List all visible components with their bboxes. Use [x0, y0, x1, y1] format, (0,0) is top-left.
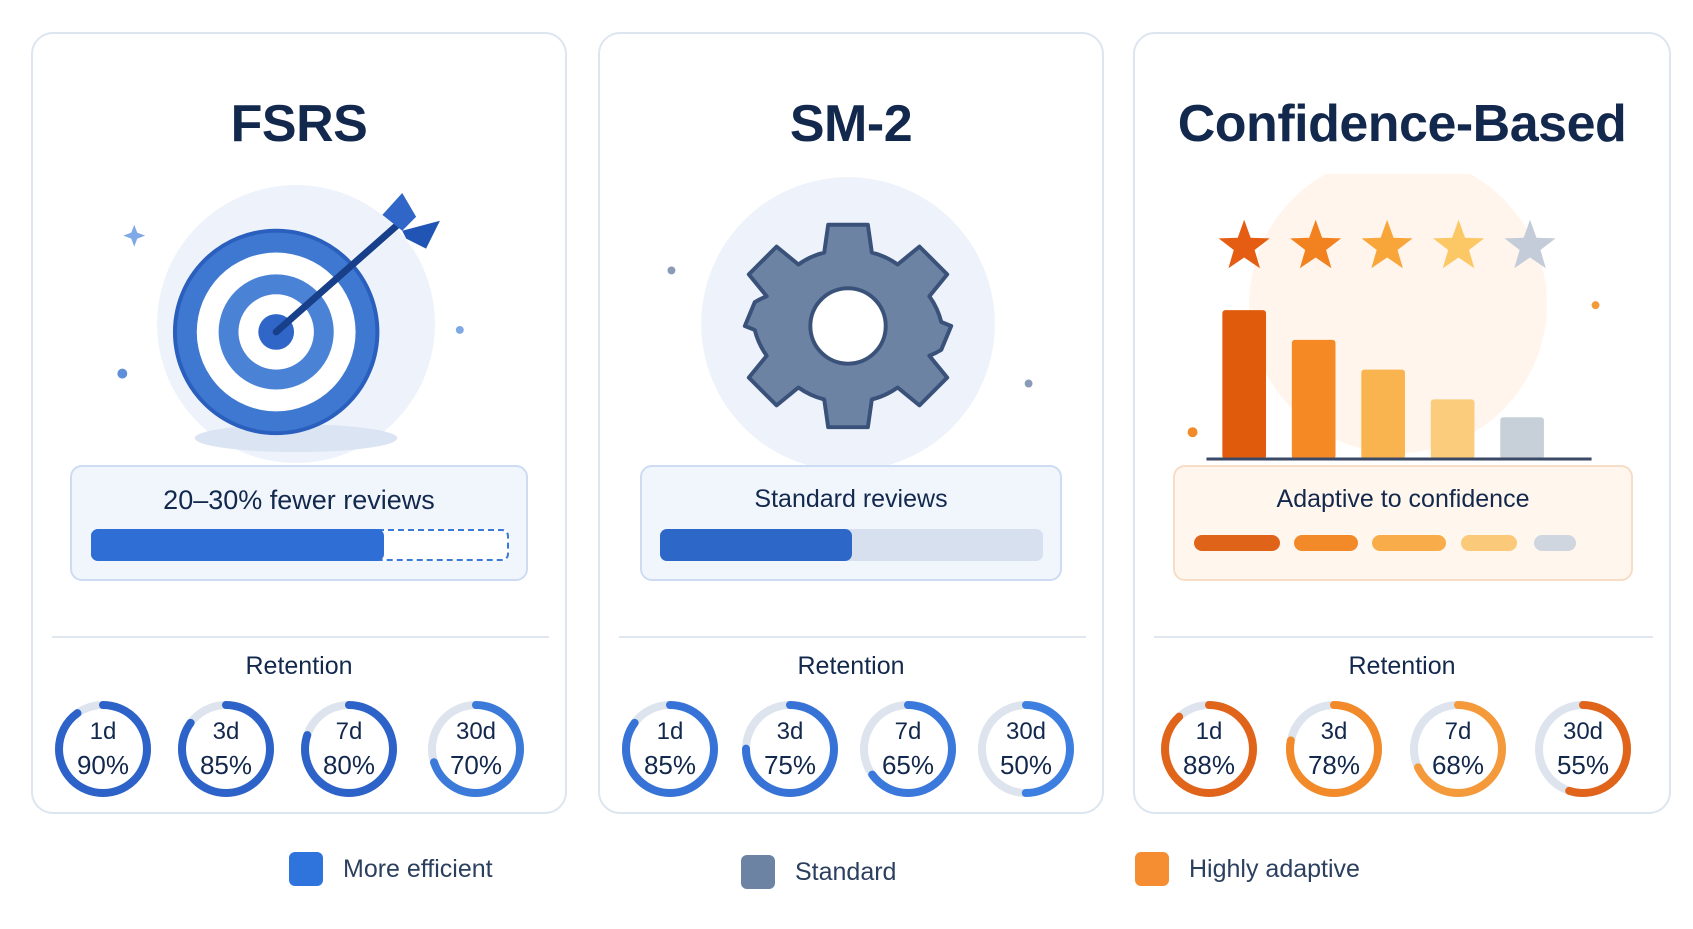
legend-swatch	[741, 855, 775, 889]
ring-day-label: 3d	[212, 718, 240, 745]
legend-swatch	[1135, 852, 1169, 886]
confidence-pill	[1194, 535, 1280, 551]
retention-ring: 1d 85%	[620, 694, 720, 804]
confidence-bar	[1222, 310, 1267, 459]
ring-percent-label: 80%	[322, 750, 376, 780]
ring-percent-label: 88%	[1182, 750, 1236, 780]
retention-label-sm2: Retention	[797, 652, 905, 680]
confidence-bar	[1500, 417, 1544, 459]
ring-percent-label: 65%	[881, 750, 935, 780]
legend-label: Standard	[795, 858, 897, 886]
ring-day-label: 30d	[455, 718, 497, 745]
card-title-fsrs: FSRS	[230, 95, 368, 153]
summary-label-sm2: Standard reviews	[754, 485, 948, 513]
legend-swatch	[289, 852, 323, 886]
retention-ring: 30d 50%	[976, 694, 1076, 804]
star-icon	[1218, 219, 1270, 269]
star-icon	[1290, 219, 1342, 269]
summary-label-confidence: Adaptive to confidence	[1276, 485, 1530, 513]
star-rating-chart-icon	[1187, 174, 1600, 461]
ring-percent-label: 90%	[76, 750, 130, 780]
ring-percent-label: 50%	[999, 750, 1053, 780]
ring-day-label: 3d	[776, 718, 804, 745]
ring-day-label: 30d	[1005, 718, 1047, 745]
star-icon	[1433, 219, 1485, 269]
ring-percent-label: 70%	[449, 750, 503, 780]
star-icon	[1504, 219, 1556, 269]
retention-ring: 3d 78%	[1284, 694, 1384, 804]
ring-day-label: 1d	[89, 718, 117, 745]
target-icon	[117, 185, 464, 463]
fsrs-card: FSRS 20–30% fewer reviews Retention 1d 9…	[31, 32, 567, 814]
retention-ring: 1d 88%	[1159, 694, 1259, 804]
retention-ring: 7d 65%	[858, 694, 958, 804]
sm2-card: SM-2 Standard reviews Retention 1d 85% 3…	[598, 32, 1104, 814]
retention-ring: 30d 70%	[426, 694, 526, 804]
ring-day-label: 7d	[335, 718, 363, 745]
summary-box-confidence: Adaptive to confidence	[1173, 465, 1633, 581]
review-bar-fill-sm2	[660, 529, 852, 561]
card-title-sm2: SM-2	[789, 95, 913, 153]
summary-box-fsrs: 20–30% fewer reviews	[70, 465, 528, 581]
legend-label: More efficient	[343, 855, 493, 883]
confidence-pill	[1294, 535, 1358, 551]
ring-day-label: 30d	[1562, 718, 1604, 745]
ring-day-label: 7d	[1444, 718, 1472, 745]
confidence-stars	[1218, 219, 1556, 269]
legend-label: Highly adaptive	[1189, 855, 1360, 883]
confidence-pill	[1372, 535, 1446, 551]
review-bar-fsrs	[91, 529, 509, 561]
retention-label-fsrs: Retention	[245, 652, 353, 680]
confidence-card: Confidence-Based Adaptive to confidence …	[1133, 32, 1671, 814]
ring-percent-label: 85%	[643, 750, 697, 780]
card-title-confidence: Confidence-Based	[1177, 95, 1627, 153]
confidence-pill	[1461, 535, 1517, 551]
retention-ring: 7d 80%	[299, 694, 399, 804]
confidence-pills	[1194, 535, 1614, 555]
summary-box-sm2: Standard reviews	[640, 465, 1062, 581]
confidence-bar	[1430, 399, 1475, 459]
ring-day-label: 1d	[1195, 718, 1223, 745]
confidence-bars	[1222, 310, 1544, 459]
ring-day-label: 7d	[894, 718, 922, 745]
review-bar-fill-fsrs	[91, 529, 384, 561]
ring-day-label: 3d	[1320, 718, 1348, 745]
retention-ring: 30d 55%	[1533, 694, 1633, 804]
ring-day-label: 1d	[656, 718, 684, 745]
ring-percent-label: 75%	[763, 750, 817, 780]
retention-ring: 3d 85%	[176, 694, 276, 804]
confidence-bar	[1361, 369, 1405, 459]
ring-percent-label: 68%	[1431, 750, 1485, 780]
star-icon	[1361, 219, 1413, 269]
ring-percent-label: 85%	[199, 750, 253, 780]
retention-ring: 7d 68%	[1408, 694, 1508, 804]
confidence-pill	[1534, 535, 1576, 551]
retention-ring: 3d 75%	[740, 694, 840, 804]
confidence-bar	[1291, 339, 1336, 459]
divider	[619, 636, 1086, 638]
ring-percent-label: 78%	[1307, 750, 1361, 780]
summary-label-fsrs: 20–30% fewer reviews	[163, 485, 435, 515]
divider	[1154, 636, 1653, 638]
review-bar-sm2	[660, 529, 1043, 561]
retention-label-confidence: Retention	[1348, 652, 1456, 680]
ring-percent-label: 55%	[1556, 750, 1610, 780]
retention-ring: 1d 90%	[53, 694, 153, 804]
gear-icon	[667, 177, 1033, 471]
divider	[52, 636, 549, 638]
